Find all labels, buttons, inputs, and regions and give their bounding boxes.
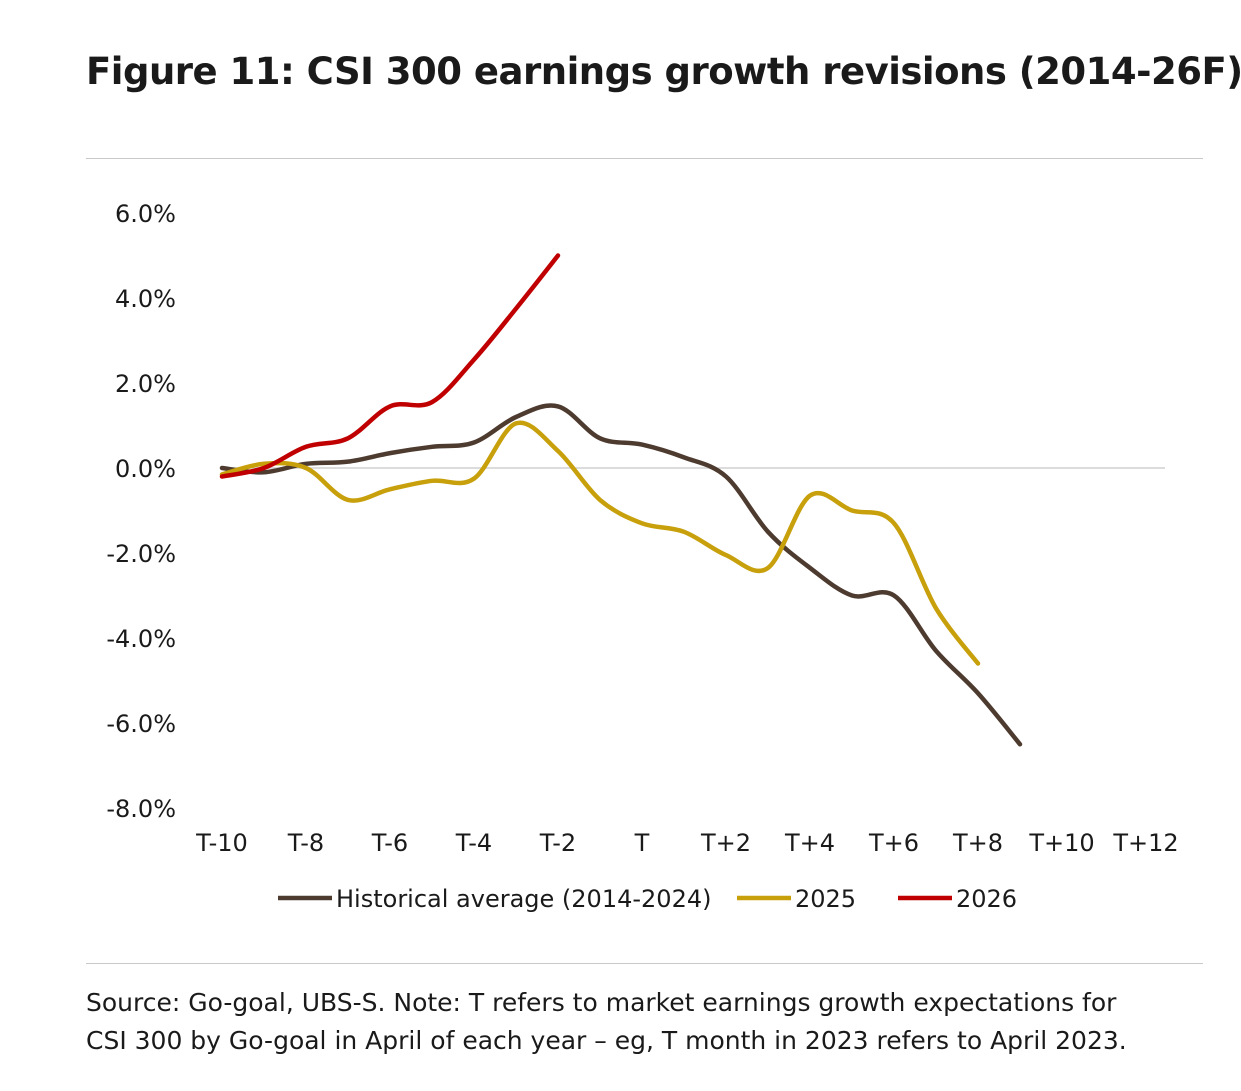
source-note-line-2: CSI 300 by Go-goal in April of each year… [86, 1026, 1127, 1055]
legend: Historical average (2014-2024) 2025 2026 [278, 885, 1017, 913]
y-tick-label: 0.0% [115, 455, 176, 483]
y-tick-label: -4.0% [106, 625, 176, 653]
series-2026-line [219, 253, 561, 479]
x-tick-label: T [634, 829, 650, 857]
x-tick-label: T+2 [700, 829, 751, 857]
series-group [219, 253, 1023, 747]
y-tick-label: -6.0% [106, 710, 176, 738]
y-tick-label: -2.0% [106, 540, 176, 568]
series-2026-legend-label: 2026 [956, 885, 1017, 913]
source-note: Source: Go-goal, UBS-S. Note: T refers t… [86, 984, 1216, 1060]
y-tick-label: 2.0% [115, 370, 176, 398]
x-tick-label: T+12 [1112, 829, 1178, 857]
x-tick-label: T-8 [287, 829, 324, 857]
y-tick-label: 6.0% [115, 200, 176, 228]
y-axis: 6.0% 4.0% 2.0% 0.0% -2.0% -4.0% -6.0% -8.0% [106, 200, 176, 823]
y-tick-label: -8.0% [106, 795, 176, 823]
source-note-line-1: Source: Go-goal, UBS-S. Note: T refers t… [86, 988, 1117, 1017]
x-tick-label: T-4 [455, 829, 492, 857]
series-2025-line [219, 420, 981, 666]
historical-average-legend-label: Historical average (2014-2024) [336, 885, 711, 913]
x-tick-label: T+4 [784, 829, 835, 857]
bottom-divider [86, 963, 1203, 964]
x-tick-label: T-10 [195, 829, 248, 857]
historical-average-line [219, 403, 1023, 747]
top-divider [86, 158, 1203, 159]
y-tick-label: 4.0% [115, 285, 176, 313]
figure-title: Figure 11: CSI 300 earnings growth revis… [86, 50, 1241, 93]
x-axis: T-10 T-8 T-6 T-4 T-2 T T+2 T+4 T+6 T+8 T+10 T+12 [195, 829, 1178, 857]
line-chart: 6.0% 4.0% 2.0% 0.0% -2.0% -4.0% -6.0% -8.0% T-1… [106, 200, 1178, 913]
x-tick-label: T+6 [868, 829, 919, 857]
x-tick-label: T-6 [371, 829, 408, 857]
x-tick-label: T+8 [952, 829, 1003, 857]
x-tick-label: T-2 [539, 829, 576, 857]
x-tick-label: T+10 [1028, 829, 1094, 857]
series-2025-legend-label: 2025 [795, 885, 856, 913]
